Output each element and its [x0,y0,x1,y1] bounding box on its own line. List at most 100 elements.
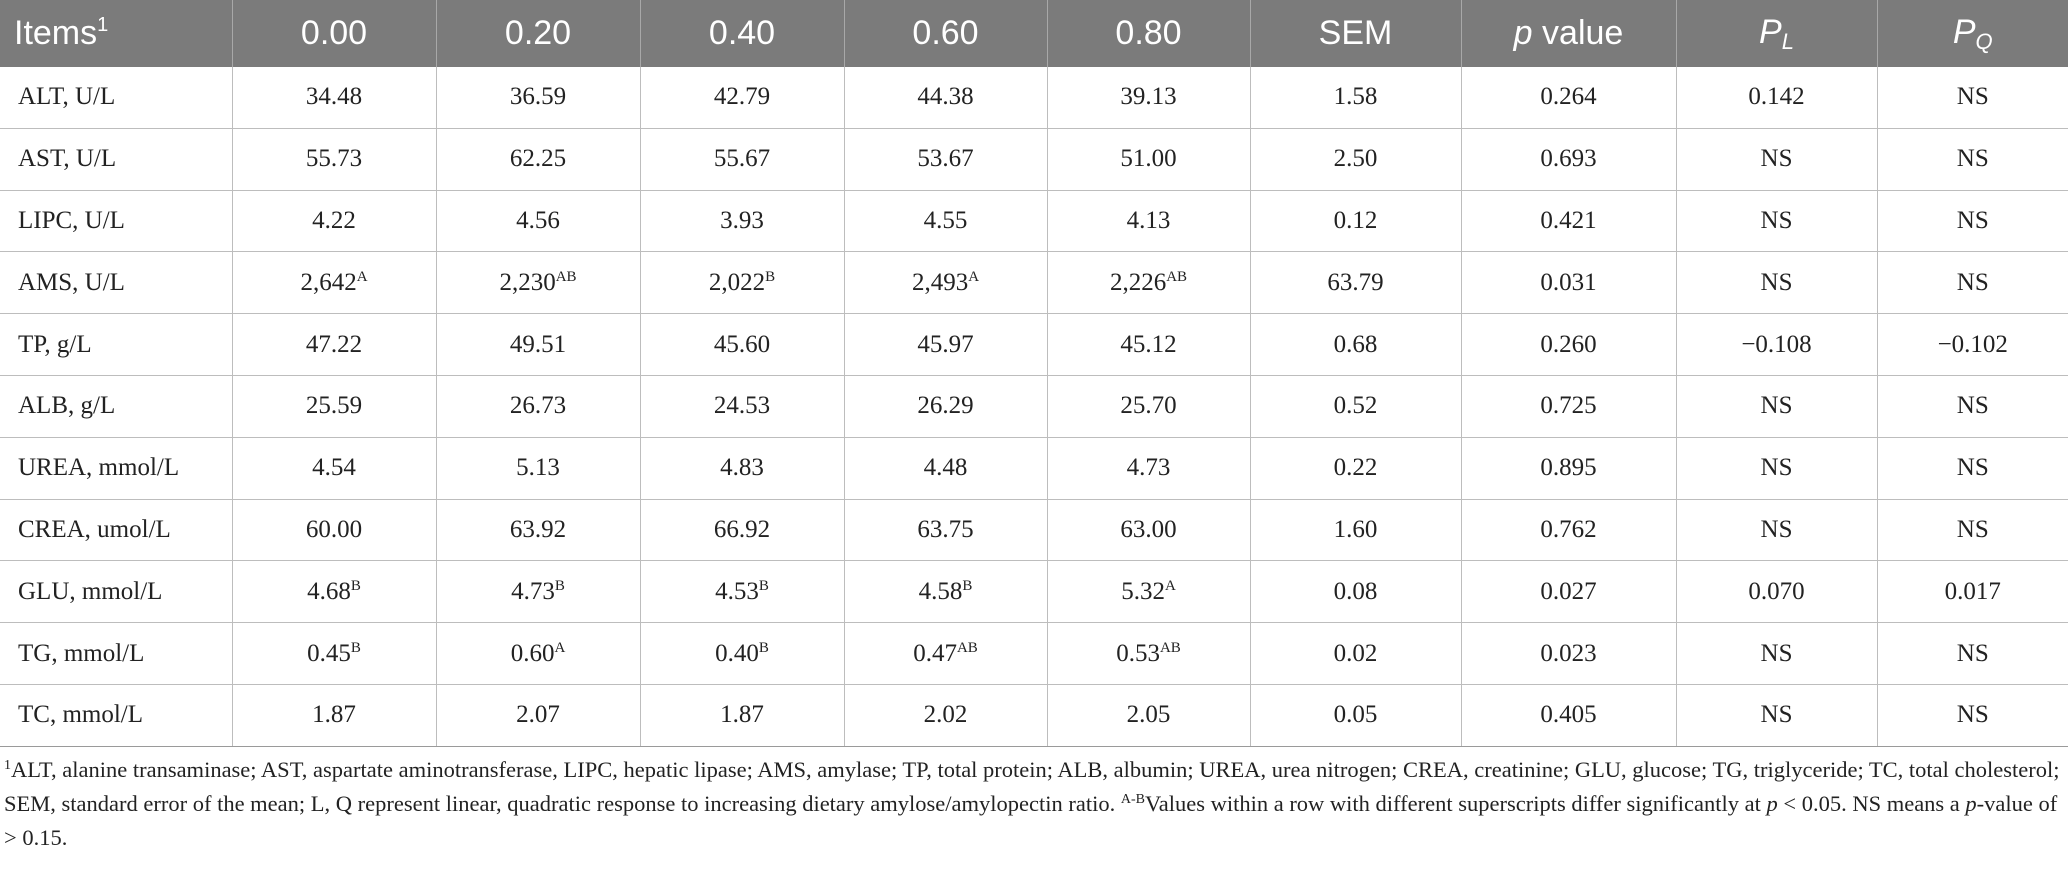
p-value-cell: 0.031 [1461,251,1677,315]
value-cell: 4.48 [844,437,1048,500]
value-number: 53.67 [917,145,974,173]
value-number: 4.73 [1126,454,1171,482]
significance-superscript: B [758,577,769,594]
value-number: 26.29 [917,392,974,420]
header-level-1: 0.20 [436,0,641,67]
value-cell: 4.58B [844,560,1048,624]
sem-cell: 0.05 [1250,684,1462,747]
value-number: 2.07 [516,701,560,729]
value-number: 45.97 [917,330,974,358]
value-cell: 63.75 [844,499,1048,562]
value-number: 66.92 [713,515,771,543]
sem-cell: 0.22 [1250,437,1462,500]
p-quadratic-cell: NS [1877,684,2068,747]
value-number: 4.58 [918,577,963,605]
value-number: 0.47 [913,639,957,667]
value-cell: 4.56 [436,190,641,253]
value-number: 36.59 [509,83,567,111]
p-quadratic-cell: 0.017 [1877,560,2068,624]
p-quadratic-cell: NS [1877,67,2068,129]
p-value-cell: 0.023 [1461,622,1677,685]
header-level-4: 0.80 [1047,0,1251,67]
row-item-label: AMS, U/L [0,251,233,315]
value-number: 51.00 [1120,145,1177,173]
footnote-p-italic-2: p [1965,790,1977,816]
value-number: 0.45 [307,639,351,667]
value-number: 4.54 [312,454,356,482]
table-header-row: Items1 0.00 0.20 0.40 0.60 0.80 SEM p va… [0,0,2068,67]
table-row: TP, g/L 47.22 49.51 45.60 45.97 45.12 0.68 0.26… [0,313,2068,376]
value-cell: 0.40B [640,622,845,685]
header-items-label: Items [14,14,98,52]
footnote-ns-text: -value of > 0.15. [4,790,2058,850]
value-cell: 4.13 [1047,190,1251,253]
value-number: 0.53 [1116,639,1160,667]
value-cell: 51.00 [1047,128,1251,191]
value-cell: 39.13 [1047,67,1251,129]
header-level-3: 0.60 [844,0,1048,67]
sem-cell: 2.50 [1250,128,1462,191]
value-cell: 0.60A [436,622,641,685]
value-number: 45.12 [1120,330,1177,358]
value-number: 4.53 [715,577,759,605]
p-quadratic-cell: NS [1877,622,2068,685]
value-cell: 4.73B [436,560,641,624]
p-value-cell: 0.762 [1461,499,1677,562]
value-number: 39.13 [1120,83,1177,111]
value-number: 60.00 [305,515,363,543]
p-value-cell: 0.725 [1461,375,1677,438]
value-cell: 4.73 [1047,437,1251,500]
significance-superscript: A [356,268,368,285]
value-number: 4.68 [307,577,351,605]
value-cell: 55.67 [640,128,845,191]
value-cell: 45.12 [1047,313,1251,376]
results-table-container: Items1 0.00 0.20 0.40 0.60 0.80 SEM p va… [0,0,2068,747]
sem-cell: 0.52 [1250,375,1462,438]
p-linear-cell: −0.108 [1676,313,1878,376]
row-item-label: ALT, U/L [0,67,233,129]
value-cell: 3.93 [640,190,845,253]
header-p-quadratic: PQ [1877,0,2068,67]
table-row: TG, mmol/L 0.45B 0.60A 0.40B 0.47AB 0.53AB 0.0… [0,622,2068,685]
table-row: UREA, mmol/L 4.54 5.13 4.83 4.48 4.73 0.22 0.89… [0,437,2068,500]
p-value-cell: 0.260 [1461,313,1677,376]
value-number: 2,226 [1109,268,1167,296]
value-number: 44.38 [917,83,974,111]
p-value-cell: 0.895 [1461,437,1677,500]
footnote-significance-text: Values within a row with different super… [1144,790,1767,816]
value-number: 49.51 [509,330,567,358]
value-number: 4.13 [1126,206,1171,234]
value-cell: 34.48 [232,67,437,129]
value-cell: 0.47AB [844,622,1048,685]
value-cell: 2,493A [844,251,1048,315]
value-cell: 4.54 [232,437,437,500]
header-p-text: value [1532,14,1624,52]
p-linear-cell: NS [1676,622,1878,685]
footnote-marker-1: 1 [4,757,11,773]
significance-superscript: B [765,268,776,285]
significance-superscript: A [968,268,980,285]
p-linear-cell: NS [1676,190,1878,253]
row-item-label: UREA, mmol/L [0,437,233,500]
p-value-cell: 0.027 [1461,560,1677,624]
significance-superscript: AB [1166,268,1188,285]
value-cell: 0.45B [232,622,437,685]
value-cell: 4.55 [844,190,1048,253]
value-cell: 2.05 [1047,684,1251,747]
p-value-cell: 0.421 [1461,190,1677,253]
value-cell: 36.59 [436,67,641,129]
value-number: 2,022 [708,268,766,296]
row-item-label: TC, mmol/L [0,684,233,747]
value-cell: 45.97 [844,313,1048,376]
value-cell: 2,022B [640,251,845,315]
value-cell: 4.83 [640,437,845,500]
value-number: 47.22 [305,330,363,358]
footnote-marker-ab: A-B [1120,791,1145,807]
sem-cell: 0.08 [1250,560,1462,624]
p-quadratic-cell: NS [1877,251,2068,315]
sem-cell: 0.12 [1250,190,1462,253]
value-number: 26.73 [509,392,567,420]
row-item-label: ALB, g/L [0,375,233,438]
p-value-cell: 0.405 [1461,684,1677,747]
table-row: AMS, U/L 2,642A 2,230AB 2,022B 2,493A 2,226AB… [0,251,2068,315]
